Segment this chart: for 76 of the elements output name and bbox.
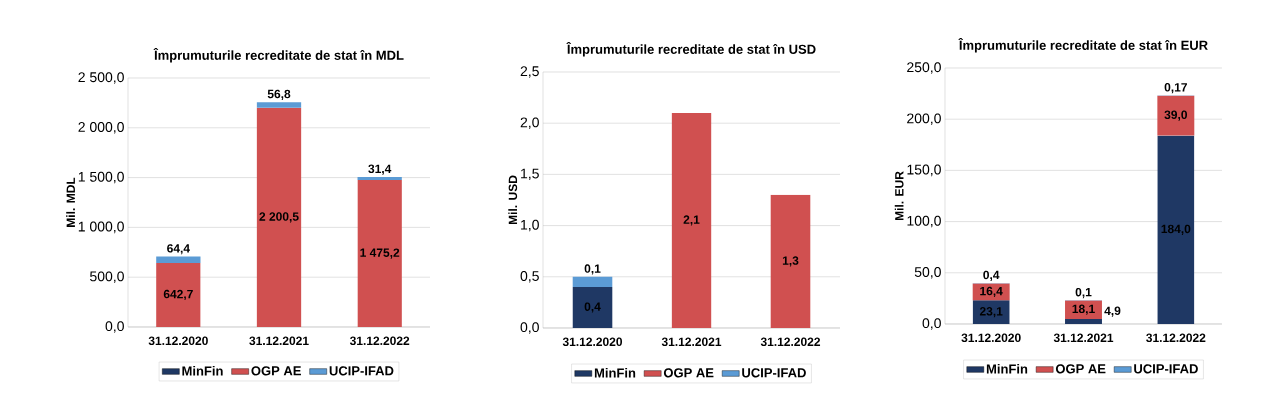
data-label: 39,0 xyxy=(1164,110,1188,121)
bar xyxy=(357,180,402,327)
y-tick-label: 1,0 xyxy=(521,219,539,232)
x-tick-label: 31.12.2020 xyxy=(562,337,623,347)
y-tick-label: 0,5 xyxy=(520,270,539,283)
y-tick-label: 1 000,0 xyxy=(78,221,124,234)
data-label: 23,1 xyxy=(979,307,1003,318)
bar xyxy=(972,300,1010,324)
x-tick-label: 31.12.2020 xyxy=(961,333,1021,343)
bar xyxy=(1157,95,1195,136)
bar xyxy=(156,262,201,327)
bar xyxy=(1065,318,1102,324)
bar xyxy=(256,107,302,327)
data-label: 16,4 xyxy=(980,286,1003,298)
legend-label: UCIP-IFAD xyxy=(1134,364,1198,374)
data-label: 2,1 xyxy=(683,215,700,226)
bar xyxy=(770,194,811,328)
legend-label: OGP AE xyxy=(663,368,714,378)
chart-title: Împrumuturile recreditate de stat în USD xyxy=(566,42,816,57)
legend-label: UCIP-IFAD xyxy=(742,368,806,378)
data-label: 0,4 xyxy=(983,270,1000,281)
y-tick-label: 1,5 xyxy=(521,168,539,181)
y-axis-title: Mil. USD xyxy=(508,175,518,225)
y-tick-label: 2,0 xyxy=(520,117,539,129)
data-label: 0,1 xyxy=(584,264,601,275)
chart-title: Împrumuturile recreditate de stat în MDL xyxy=(153,48,404,63)
y-tick-label: 200,0 xyxy=(907,113,941,125)
bar xyxy=(1157,135,1195,324)
y-tick-label: 0,0 xyxy=(520,322,539,334)
data-label: 0,17 xyxy=(1164,83,1187,94)
y-tick-label: 2,5 xyxy=(520,66,539,78)
data-label: 4,9 xyxy=(1104,306,1121,317)
bar xyxy=(572,287,613,328)
legend-label: MinFin xyxy=(182,366,223,376)
data-label: 1,3 xyxy=(782,256,799,267)
legend-label: UCIP-IFAD xyxy=(329,366,394,376)
legend-label: MinFin xyxy=(986,364,1028,374)
bar xyxy=(671,112,712,328)
x-tick-label: 31.12.2021 xyxy=(1053,333,1114,343)
data-label: 18,1 xyxy=(1072,304,1095,315)
data-label: 64,4 xyxy=(167,244,190,255)
y-tick-label: 2 000,0 xyxy=(78,122,124,134)
x-tick-label: 31.12.2021 xyxy=(249,336,309,346)
legend-label: OGP AE xyxy=(251,366,301,376)
data-label: 2 200,5 xyxy=(259,212,299,223)
x-tick-label: 31.12.2022 xyxy=(760,337,821,347)
y-tick-label: 0,0 xyxy=(105,321,124,333)
data-label: 184,0 xyxy=(1161,224,1191,235)
data-label: 56,8 xyxy=(267,89,291,100)
x-tick-label: 31.12.2020 xyxy=(148,336,208,346)
y-axis-title: Mil. MDL xyxy=(66,177,75,227)
data-label: 31,4 xyxy=(368,164,392,175)
bar xyxy=(1065,300,1102,319)
bar xyxy=(572,276,613,288)
chart-title: Împrumuturile recreditate de stat în EUR xyxy=(958,38,1208,53)
legend-label: OGP AE xyxy=(1055,364,1106,374)
y-tick-label: 0,0 xyxy=(922,318,941,330)
y-tick-label: 50,0 xyxy=(914,266,941,279)
y-tick-label: 150,0 xyxy=(907,164,941,177)
y-tick-label: 500,0 xyxy=(90,271,124,283)
data-label: 1 475,2 xyxy=(360,248,400,259)
y-tick-label: 250,0 xyxy=(907,62,941,74)
legend-label: MinFin xyxy=(594,368,636,378)
x-tick-label: 31.12.2022 xyxy=(1146,333,1206,343)
bar xyxy=(357,176,402,181)
bar xyxy=(256,102,302,108)
bar xyxy=(156,256,201,263)
y-tick-label: 100,0 xyxy=(907,215,941,228)
y-tick-label: 2 500,0 xyxy=(78,72,124,84)
data-label: 0,4 xyxy=(584,302,601,313)
data-label: 0,1 xyxy=(1075,287,1092,299)
data-label: 642,7 xyxy=(163,289,193,301)
y-tick-label: 1 500,0 xyxy=(78,171,124,184)
x-tick-label: 31.12.2021 xyxy=(661,337,722,347)
x-tick-label: 31.12.2022 xyxy=(349,336,410,346)
y-axis-title: Mil. EUR xyxy=(894,171,904,221)
